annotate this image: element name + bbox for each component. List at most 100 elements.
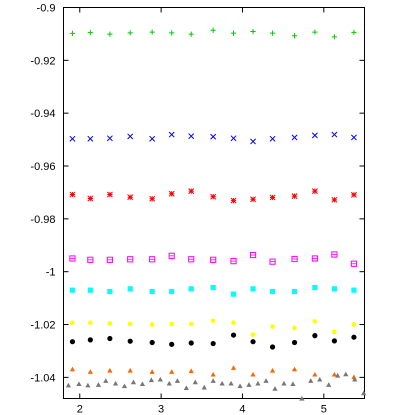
data-point (312, 333, 318, 339)
data-point (76, 381, 82, 387)
data-point (210, 284, 216, 291)
data-point (292, 325, 297, 331)
data-point (331, 34, 337, 40)
data-point (230, 197, 237, 204)
data-point (87, 369, 93, 374)
data-point (269, 135, 276, 142)
data-point (210, 256, 217, 263)
data-point (231, 320, 236, 326)
data-point (69, 191, 76, 198)
data-point (188, 31, 194, 37)
data-point (281, 380, 287, 386)
data-point (188, 286, 194, 292)
data-point (250, 28, 256, 35)
data-point (332, 329, 337, 335)
y-tick-label: -0.96 (30, 161, 55, 173)
data-point (69, 30, 76, 36)
data-point (127, 321, 133, 327)
data-point (169, 30, 175, 36)
data-point (149, 135, 156, 142)
data-point (269, 288, 276, 295)
x-tick-label: 4 (239, 404, 245, 415)
data-point (69, 339, 76, 345)
data-point (331, 371, 337, 377)
data-point (188, 340, 194, 346)
data-markers (65, 27, 367, 401)
data-point (250, 332, 256, 337)
y-tick-label: -1.04 (30, 372, 55, 384)
data-point (149, 322, 155, 327)
y-tick-label: -0.94 (30, 108, 55, 120)
data-point (87, 135, 94, 142)
data-point (139, 381, 146, 387)
data-point (169, 288, 175, 295)
y-tick-label: -0.9 (37, 3, 56, 15)
data-point (149, 369, 155, 374)
data-point (230, 135, 237, 142)
data-point (201, 384, 207, 390)
data-point (331, 338, 337, 344)
data-point (312, 29, 318, 35)
data-point (219, 380, 225, 386)
data-point (210, 378, 216, 383)
data-point (157, 376, 163, 382)
data-point (291, 33, 298, 39)
data-point (291, 134, 298, 141)
data-point (149, 256, 156, 263)
data-point (69, 366, 76, 372)
data-point (250, 286, 256, 292)
data-point (350, 260, 358, 267)
data-point (291, 366, 298, 372)
data-point (210, 318, 216, 324)
data-point (87, 29, 93, 36)
data-point (272, 386, 278, 391)
data-point (188, 188, 195, 195)
x-tick-label: 3 (158, 404, 164, 415)
data-point (250, 339, 256, 345)
data-point (149, 339, 155, 346)
data-point (69, 135, 76, 142)
data-point (107, 321, 113, 326)
data-point (312, 371, 318, 377)
plot-area (63, 7, 365, 399)
data-point (188, 133, 195, 140)
data-point (87, 256, 94, 263)
data-point (230, 332, 237, 338)
data-point (127, 286, 133, 292)
data-point (149, 288, 155, 295)
data-point (250, 138, 257, 145)
data-point (183, 385, 189, 391)
data-point (255, 380, 261, 386)
y-tick-label: -1 (46, 267, 56, 279)
data-point (351, 29, 357, 35)
data-point (352, 376, 358, 382)
data-point (331, 286, 337, 292)
y-tick-label: -1.02 (30, 320, 55, 332)
data-point (291, 193, 298, 200)
data-point (188, 368, 194, 374)
data-point (250, 371, 256, 377)
data-point (65, 382, 71, 388)
data-point (210, 371, 216, 377)
data-point (317, 376, 323, 382)
axis-ticks: -0.9 -0.92 -0.94 -0.96 -0.98 -1 -1.02 -1.04 2 3 4 5 (30, 3, 365, 415)
data-point (291, 255, 298, 263)
data-point (127, 194, 134, 201)
data-point (350, 191, 357, 198)
data-point (312, 319, 318, 324)
data-point (210, 193, 217, 200)
data-point (246, 382, 252, 387)
data-point (88, 320, 93, 326)
data-point (106, 135, 113, 142)
data-point (361, 390, 367, 396)
data-point (169, 369, 175, 374)
data-point (269, 30, 276, 36)
data-point (168, 131, 175, 138)
x-tick-label: 2 (77, 404, 83, 415)
data-point (250, 196, 257, 203)
data-point (127, 338, 133, 344)
data-point (127, 30, 133, 36)
data-point (237, 383, 243, 389)
data-point (326, 382, 332, 387)
data-point (230, 291, 237, 297)
